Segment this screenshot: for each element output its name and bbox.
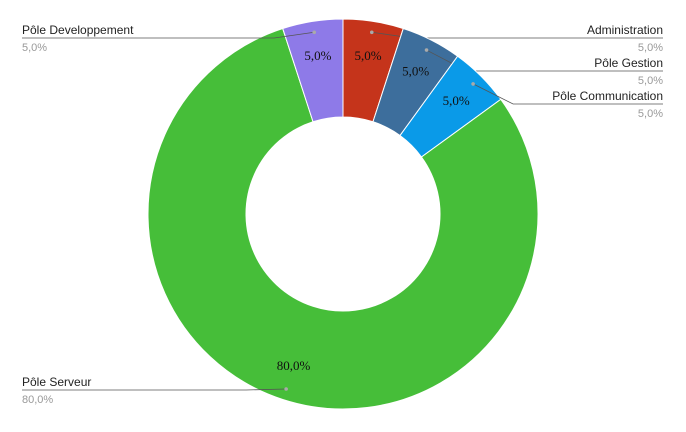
slice-label: 80,0% [277, 358, 311, 373]
category-label: Pôle Developpement [22, 23, 134, 37]
leader-line [22, 388, 287, 391]
leader-dot [369, 30, 374, 35]
leader-dot [471, 82, 475, 86]
slice-label: 5,0% [443, 93, 470, 108]
percent-label: 5,0% [638, 75, 663, 87]
category-label: Pôle Serveur [22, 375, 91, 389]
slice-label: 5,0% [304, 48, 331, 63]
slice-label: 5,0% [402, 63, 429, 78]
leader-dot [312, 30, 317, 35]
slice-label: 5,0% [354, 48, 381, 63]
percent-label: 5,0% [638, 108, 663, 120]
category-label: Pôle Gestion [594, 56, 663, 70]
leader-line [22, 31, 315, 39]
percent-label: 80,0% [22, 394, 53, 406]
percent-label: 5,0% [638, 42, 663, 54]
slice [282, 18, 344, 123]
leader-line [472, 83, 663, 105]
leader-dot [284, 387, 288, 391]
category-label: Pôle Communication [552, 89, 663, 103]
percent-label: 5,0% [22, 42, 47, 54]
slice [147, 27, 539, 410]
category-label: Administration [587, 23, 663, 37]
leader-dot [424, 48, 429, 52]
